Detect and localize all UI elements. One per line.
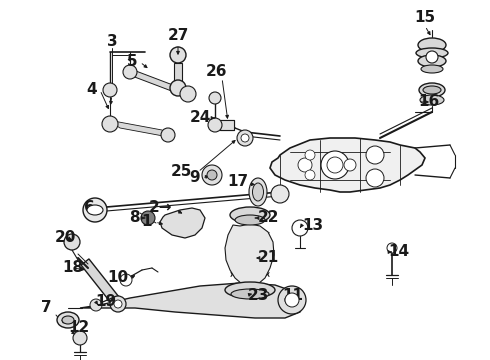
Text: 11: 11 bbox=[282, 288, 303, 302]
Circle shape bbox=[209, 92, 221, 104]
Ellipse shape bbox=[235, 215, 265, 225]
Text: 1: 1 bbox=[142, 215, 152, 230]
Text: 27: 27 bbox=[167, 27, 189, 42]
Circle shape bbox=[161, 128, 175, 142]
Text: 22: 22 bbox=[258, 211, 279, 225]
Circle shape bbox=[83, 198, 107, 222]
Circle shape bbox=[271, 185, 289, 203]
Circle shape bbox=[207, 170, 217, 180]
Text: 19: 19 bbox=[95, 294, 116, 310]
Circle shape bbox=[366, 169, 384, 187]
Polygon shape bbox=[220, 120, 234, 130]
Circle shape bbox=[208, 118, 222, 132]
Ellipse shape bbox=[249, 178, 267, 206]
Circle shape bbox=[170, 47, 186, 63]
Circle shape bbox=[102, 116, 118, 132]
Text: 6: 6 bbox=[84, 201, 95, 216]
Text: 18: 18 bbox=[62, 261, 83, 275]
Circle shape bbox=[387, 243, 397, 253]
Circle shape bbox=[280, 290, 300, 310]
Ellipse shape bbox=[252, 183, 264, 201]
Circle shape bbox=[305, 170, 315, 180]
Circle shape bbox=[110, 296, 126, 312]
Polygon shape bbox=[81, 259, 119, 303]
Text: 8: 8 bbox=[129, 211, 140, 225]
Circle shape bbox=[114, 300, 122, 308]
Text: 25: 25 bbox=[171, 165, 192, 180]
Circle shape bbox=[241, 134, 249, 142]
Ellipse shape bbox=[423, 86, 441, 94]
Circle shape bbox=[64, 234, 80, 250]
Circle shape bbox=[426, 51, 438, 63]
Text: 2→: 2→ bbox=[148, 201, 172, 216]
Text: 3: 3 bbox=[107, 35, 117, 49]
Ellipse shape bbox=[62, 316, 74, 324]
Circle shape bbox=[90, 299, 102, 311]
Circle shape bbox=[202, 165, 222, 185]
Circle shape bbox=[292, 220, 308, 236]
Polygon shape bbox=[128, 68, 190, 98]
Ellipse shape bbox=[225, 282, 275, 298]
Circle shape bbox=[366, 146, 384, 164]
Ellipse shape bbox=[421, 65, 443, 73]
Circle shape bbox=[123, 65, 137, 79]
Text: 17: 17 bbox=[227, 175, 248, 189]
Text: 7: 7 bbox=[41, 301, 52, 315]
Circle shape bbox=[321, 151, 349, 179]
Polygon shape bbox=[174, 63, 182, 82]
Circle shape bbox=[170, 80, 186, 96]
Text: 23: 23 bbox=[248, 288, 270, 302]
Circle shape bbox=[120, 274, 132, 286]
Ellipse shape bbox=[231, 289, 269, 299]
Polygon shape bbox=[225, 224, 274, 286]
Circle shape bbox=[344, 159, 356, 171]
Text: 16: 16 bbox=[418, 94, 439, 109]
Ellipse shape bbox=[87, 205, 103, 215]
Text: 9: 9 bbox=[189, 171, 200, 185]
Circle shape bbox=[285, 293, 299, 307]
Circle shape bbox=[180, 86, 196, 102]
Polygon shape bbox=[108, 120, 174, 138]
Ellipse shape bbox=[418, 38, 446, 52]
Ellipse shape bbox=[418, 55, 446, 67]
Ellipse shape bbox=[419, 83, 445, 97]
Ellipse shape bbox=[57, 312, 79, 328]
Circle shape bbox=[278, 286, 306, 314]
Circle shape bbox=[305, 150, 315, 160]
Text: 14: 14 bbox=[388, 244, 409, 260]
Circle shape bbox=[327, 157, 343, 173]
Text: 21: 21 bbox=[258, 251, 279, 266]
Text: 24: 24 bbox=[189, 111, 211, 126]
Text: 5: 5 bbox=[127, 54, 137, 69]
Polygon shape bbox=[160, 208, 205, 238]
Polygon shape bbox=[80, 283, 305, 318]
Circle shape bbox=[298, 158, 312, 172]
Text: 12: 12 bbox=[68, 320, 89, 336]
Text: 10: 10 bbox=[107, 270, 128, 285]
Text: 20: 20 bbox=[55, 230, 76, 246]
Text: 15: 15 bbox=[415, 10, 436, 26]
Ellipse shape bbox=[416, 48, 448, 58]
Circle shape bbox=[103, 83, 117, 97]
Text: 13: 13 bbox=[302, 217, 323, 233]
Circle shape bbox=[141, 211, 155, 225]
Circle shape bbox=[285, 295, 295, 305]
Circle shape bbox=[73, 331, 87, 345]
Circle shape bbox=[237, 130, 253, 146]
Ellipse shape bbox=[420, 95, 444, 105]
Polygon shape bbox=[270, 138, 425, 192]
Ellipse shape bbox=[230, 207, 270, 223]
Text: 26: 26 bbox=[205, 64, 227, 80]
Text: 4: 4 bbox=[87, 82, 98, 98]
